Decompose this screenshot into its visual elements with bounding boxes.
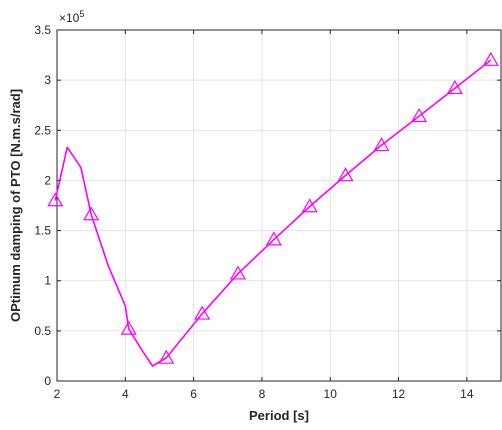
y-tick-label: 0.5	[34, 324, 51, 338]
triangle-marker	[158, 349, 175, 364]
triangle-marker	[265, 231, 282, 246]
grid	[56, 29, 501, 382]
triangle-marker	[47, 192, 64, 207]
y-tick-label: 3.5	[34, 23, 51, 37]
triangle-marker	[446, 79, 463, 95]
y-tick-label: 1	[44, 274, 51, 288]
triangle-marker	[410, 108, 428, 123]
x-tick-label: 2	[54, 387, 61, 401]
triangle-marker	[120, 320, 137, 335]
triangle-marker	[194, 305, 211, 320]
y-tick-label: 2	[44, 173, 51, 187]
triangle-marker	[229, 265, 247, 280]
x-tick-label: 12	[392, 387, 406, 401]
x-tick-label: 14	[460, 387, 474, 401]
y-tick-label: 3	[44, 73, 51, 87]
axes-box	[56, 29, 502, 382]
x-tick-label: 6	[190, 387, 197, 401]
triangle-marker	[83, 206, 100, 221]
x-tick-label: 8	[259, 387, 266, 401]
triangle-marker	[482, 51, 499, 66]
y-tick-label: 2.5	[34, 123, 51, 137]
data-series	[54, 59, 492, 367]
y-multiplier: ×105	[59, 9, 84, 25]
triangle-marker	[301, 198, 318, 213]
y-axis-label: OPtimum damping of PTO [N.m.s/rad]	[8, 89, 23, 322]
x-axis-label: Period [s]	[249, 408, 309, 423]
ticks: 2 4 6 8 10 12 14 0 0.5 1 1.5 2 2.5 3 3.5	[34, 23, 501, 401]
series-line	[54, 59, 492, 367]
x-tick-label: 4	[122, 387, 129, 401]
triangle-marker	[373, 137, 390, 152]
y-tick-label: 1.5	[34, 224, 51, 238]
y-tick-label: 0	[44, 374, 51, 388]
x-tick-label: 10	[324, 387, 338, 401]
triangle-marker	[337, 167, 354, 182]
data-markers	[47, 51, 499, 364]
